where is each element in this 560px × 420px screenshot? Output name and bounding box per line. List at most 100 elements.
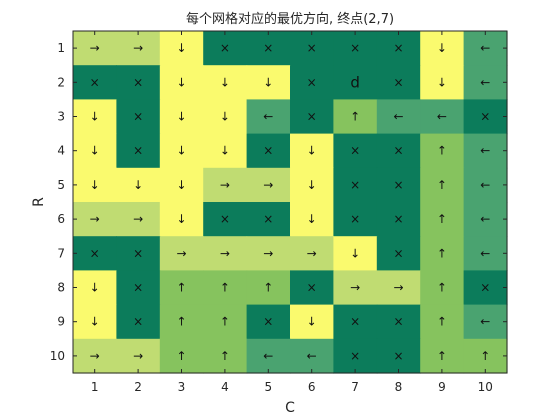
arrow-left-icon: ← [437, 110, 447, 124]
arrow-right-icon: → [90, 212, 100, 226]
arrow-right-icon: → [263, 246, 273, 260]
heatmap-cell-r1-c10 [463, 31, 508, 66]
cross-icon: × [263, 212, 273, 226]
heatmap-cell-r7-c9 [420, 236, 465, 271]
heatmap-cell-r4-c7 [333, 133, 378, 169]
heatmap-cell-r6-c4 [203, 202, 248, 237]
arrow-up-icon: ↑ [350, 110, 360, 124]
cross-icon: × [133, 75, 143, 89]
heatmap-cell-r2-c7 [333, 65, 378, 100]
cross-icon: × [133, 315, 143, 329]
arrow-down-icon: ↓ [90, 110, 100, 124]
arrow-right-icon: → [90, 41, 100, 55]
heatmap-cell-r9-c8 [376, 304, 421, 340]
y-tick-label: 10 [50, 349, 65, 363]
y-axis-label: R [31, 197, 47, 207]
arrow-left-icon: ← [263, 349, 273, 363]
heatmap-cell-r8-c7 [333, 270, 378, 306]
arrow-right-icon: → [90, 349, 100, 363]
arrow-up-icon: ↑ [480, 349, 490, 363]
heatmap-cell-r4-c5 [246, 133, 291, 169]
heatmap-cell-r7-c3 [159, 236, 204, 271]
arrow-right-icon: → [176, 246, 186, 260]
cross-icon: × [350, 41, 360, 55]
heatmap-cell-r3-c4 [203, 99, 248, 135]
heatmap-cell-r8-c4 [203, 270, 248, 306]
arrow-up-icon: ↑ [437, 178, 447, 192]
heatmap-cell-r3-c2 [116, 99, 161, 135]
arrow-down-icon: ↓ [437, 41, 447, 55]
heatmap-cell-r5-c8 [376, 167, 421, 203]
heatmap-cell-r8-c5 [246, 270, 291, 306]
y-axis-ticks: 1 2 3 4 5 6 7 8 9 10 [50, 41, 507, 363]
arrow-left-icon: ← [480, 178, 490, 192]
heatmap-cell-r8-c3 [159, 270, 204, 306]
heatmap-cell-r1-c5 [246, 31, 291, 66]
heatmap-cell-r8-c6 [290, 270, 334, 306]
heatmap-cell-r1-c6 [290, 31, 334, 66]
heatmap-cell-r5-c10 [463, 167, 508, 203]
heatmap-cell-r1-c8 [376, 31, 421, 66]
arrow-down-icon: ↓ [90, 178, 100, 192]
heatmap-cell-r3-c1 [73, 99, 117, 135]
heatmap-cell-r10-c1 [73, 338, 117, 374]
heatmap-cell-r10-c8 [376, 338, 421, 374]
heatmap-cell-r3-c3 [159, 99, 204, 135]
arrow-down-icon: ↓ [307, 212, 317, 226]
arrow-up-icon: ↑ [220, 281, 230, 295]
heatmap-cell-r3-c7 [333, 99, 378, 135]
x-tick-label: 9 [438, 380, 446, 394]
x-tick-label: 7 [351, 380, 359, 394]
heatmap-cell-r6-c8 [376, 202, 421, 237]
heatmap-cell-r10-c3 [159, 338, 204, 374]
arrow-up-icon: ↑ [263, 281, 273, 295]
heatmap-cell-r5-c5 [246, 167, 291, 203]
arrow-right-icon: → [133, 349, 143, 363]
heatmap-cell-r2-c4 [203, 65, 248, 100]
heatmap-cell-r9-c4 [203, 304, 248, 340]
heatmap-cell-r3-c10 [463, 99, 508, 135]
x-axis-ticks: 1 2 3 4 5 6 7 8 9 10 [91, 31, 493, 394]
heatmap-cell-r4-c4 [203, 133, 248, 169]
arrow-up-icon: ↑ [437, 349, 447, 363]
arrow-right-icon: → [220, 246, 230, 260]
heatmap-cell-r3-c5 [246, 99, 291, 135]
arrow-down-icon: ↓ [133, 178, 143, 192]
heatmap-cell-r9-c6 [290, 304, 334, 340]
y-tick-label: 8 [57, 281, 65, 295]
heatmap-cell-r9-c1 [73, 304, 117, 340]
destination-marker: d [350, 73, 360, 91]
heatmap-cell-r2-c9 [420, 65, 465, 100]
heatmap-cell-r2-c8 [376, 65, 421, 100]
x-tick-label: 2 [134, 380, 142, 394]
y-tick-label: 2 [57, 75, 65, 89]
arrow-up-icon: ↑ [176, 281, 186, 295]
arrow-down-icon: ↓ [307, 178, 317, 192]
arrow-up-icon: ↑ [176, 315, 186, 329]
cross-icon: × [263, 144, 273, 158]
cross-icon: × [90, 75, 100, 89]
heatmap-cell-r9-c10 [463, 304, 508, 340]
cross-icon: × [133, 246, 143, 260]
cross-icon: × [350, 212, 360, 226]
heatmap-cell-r6-c7 [333, 202, 378, 237]
heatmap-cell-r5-c4 [203, 167, 248, 203]
heatmap-cell-r2-c10 [463, 65, 508, 100]
arrow-right-icon: → [263, 178, 273, 192]
arrow-down-icon: ↓ [90, 281, 100, 295]
heatmap-cell-r4-c1 [73, 133, 117, 169]
heatmap-cell-r6-c6 [290, 202, 334, 237]
arrow-down-icon: ↓ [220, 110, 230, 124]
heatmap-cell-r10-c6 [290, 338, 334, 374]
cross-icon: × [393, 144, 403, 158]
cross-icon: × [133, 110, 143, 124]
arrow-down-icon: ↓ [220, 75, 230, 89]
cross-icon: × [350, 144, 360, 158]
heatmap-cell-r1-c1 [73, 31, 117, 66]
heatmap-cell-r1-c7 [333, 31, 378, 66]
heatmap-cell-r10-c9 [420, 338, 465, 374]
heatmap-cell-r10-c5 [246, 338, 291, 374]
y-tick-label: 4 [57, 144, 65, 158]
arrow-down-icon: ↓ [176, 110, 186, 124]
